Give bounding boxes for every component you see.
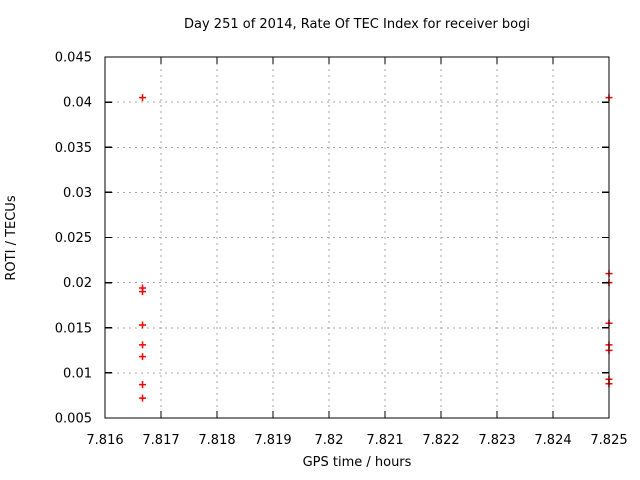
x-tick-label: 7.823 [478,433,515,448]
x-tick-label: 7.821 [366,433,403,448]
x-tick-label: 7.816 [86,433,123,448]
x-tick-label: 7.822 [422,433,459,448]
data-point-marker [139,341,147,349]
y-tick-label: 0.045 [55,51,92,66]
y-tick-label: 0.01 [63,366,92,381]
y-tick-label: 0.005 [55,412,92,427]
y-tick-label: 0.035 [55,141,92,156]
data-point-marker [139,94,147,102]
x-axis-label: GPS time / hours [303,455,412,470]
x-tick-label: 7.818 [198,433,235,448]
data-point-marker [139,288,147,296]
plot-border-and-ticks [104,56,610,419]
x-tick-label: 7.817 [142,433,179,448]
y-tick-label: 0.03 [63,186,92,201]
x-tick-label: 7.819 [254,433,291,448]
data-point-marker [139,394,147,402]
x-tick-label: 7.824 [534,433,571,448]
y-tick-label: 0.015 [55,321,92,336]
tick-labels: 7.816 7.817 7.818 7.819 7.82 7.821 7.822 7.823 7… [55,51,628,449]
grid-lines [105,57,609,418]
data-point-marker [139,353,147,361]
y-tick-label: 0.025 [55,231,92,246]
data-points [139,94,613,402]
y-tick-label: 0.04 [63,96,92,111]
y-tick-label: 0.02 [63,276,92,291]
data-point-marker [139,321,147,329]
x-tick-label: 7.82 [315,433,344,448]
y-axis-label: ROTI / TECUs [4,195,19,280]
chart-title: Day 251 of 2014, Rate Of TEC Index for r… [184,17,530,32]
x-tick-label: 7.825 [590,433,627,448]
data-point-marker [139,381,147,389]
